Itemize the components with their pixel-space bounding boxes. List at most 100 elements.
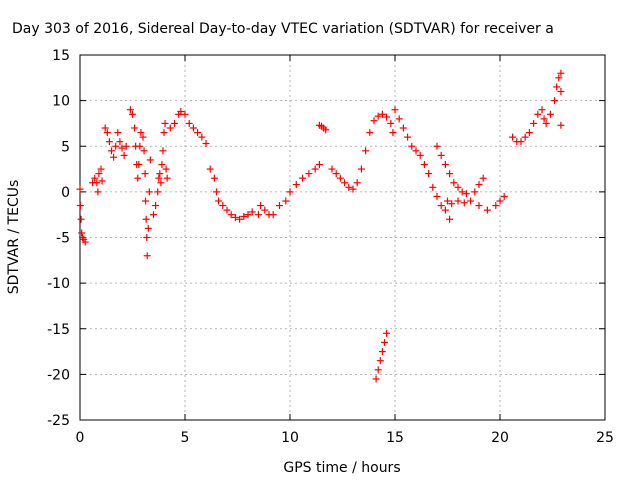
data-point [530,119,538,127]
data-point [257,202,265,210]
data-point [143,252,151,260]
data-point [475,202,483,210]
y-tick-label: 10 [52,94,70,110]
data-point [378,110,386,118]
data-point [538,106,546,114]
data-point [185,119,193,127]
data-point [399,124,407,132]
data-point [101,124,109,132]
data-point [462,190,470,198]
data-point [158,161,166,168]
data-point [500,192,508,200]
data-point [112,142,120,150]
data-point [374,366,382,374]
data-point [76,185,84,193]
data-point [404,133,412,141]
data-point [542,119,550,127]
data-point [454,197,462,205]
y-tick-label: -15 [47,322,70,338]
data-point [509,133,517,141]
data-point [345,183,353,191]
data-point [408,142,416,150]
data-point [475,181,483,189]
data-point [160,129,168,137]
data-point [546,110,554,118]
y-tick-label: 0 [61,185,70,201]
data-point [437,151,445,159]
data-point [389,129,397,137]
data-point [77,215,85,223]
data-point [156,170,164,178]
data-point [276,202,283,210]
data-point [213,188,220,196]
data-point [103,129,111,137]
data-point [166,124,174,132]
data-point [551,97,559,105]
data-point [122,142,130,150]
data-point [433,142,441,150]
data-point [154,188,162,196]
data-point [171,119,178,127]
data-point [517,138,525,146]
x-tick-label: 5 [181,430,190,446]
data-point [437,202,445,210]
data-point [370,117,378,125]
data-point [227,211,235,219]
data-point [142,215,150,223]
data-point [108,147,115,155]
x-axis-label: GPS time / hours [283,460,400,476]
data-point [492,202,500,210]
data-point [240,213,248,221]
data-point [181,110,189,118]
data-point [236,215,244,223]
data-point [134,174,142,182]
data-point [387,119,395,127]
data-point [362,147,370,155]
data-point [161,119,169,127]
data-point [425,170,433,178]
data-point [136,142,144,150]
data-point [98,177,106,185]
data-point [129,110,136,118]
data-point [144,224,152,232]
data-point [446,170,454,178]
data-point [420,161,428,168]
data-point [76,202,84,210]
data-point [557,69,565,77]
data-point [383,113,391,121]
data-point [441,161,449,168]
data-point [142,197,150,205]
data-point [412,147,420,155]
data-point [441,206,449,214]
x-tick-label: 25 [596,430,614,446]
x-tick-label: 15 [386,430,404,446]
data-point [483,206,491,214]
data-point [471,188,479,196]
data-point [366,129,374,137]
data-point [120,151,128,159]
data-point [391,106,399,114]
data-point [139,133,147,141]
data-point [299,174,307,182]
data-point [261,206,269,214]
data-point [140,147,148,155]
data-point [349,185,357,193]
data-point [93,179,101,187]
x-tick-label: 10 [281,430,299,446]
data-point [448,200,456,208]
data-point [282,197,290,205]
data-point [146,156,154,164]
y-tick-label: -10 [47,276,70,292]
data-point [286,188,294,196]
data-point [444,197,451,205]
data-point [210,174,218,182]
data-point [450,179,458,187]
grid [80,55,605,420]
data-point [496,197,504,205]
data-point [374,112,382,120]
data-point [534,110,542,118]
data-point [557,88,565,95]
data-point [91,174,99,182]
data-point [135,161,143,168]
